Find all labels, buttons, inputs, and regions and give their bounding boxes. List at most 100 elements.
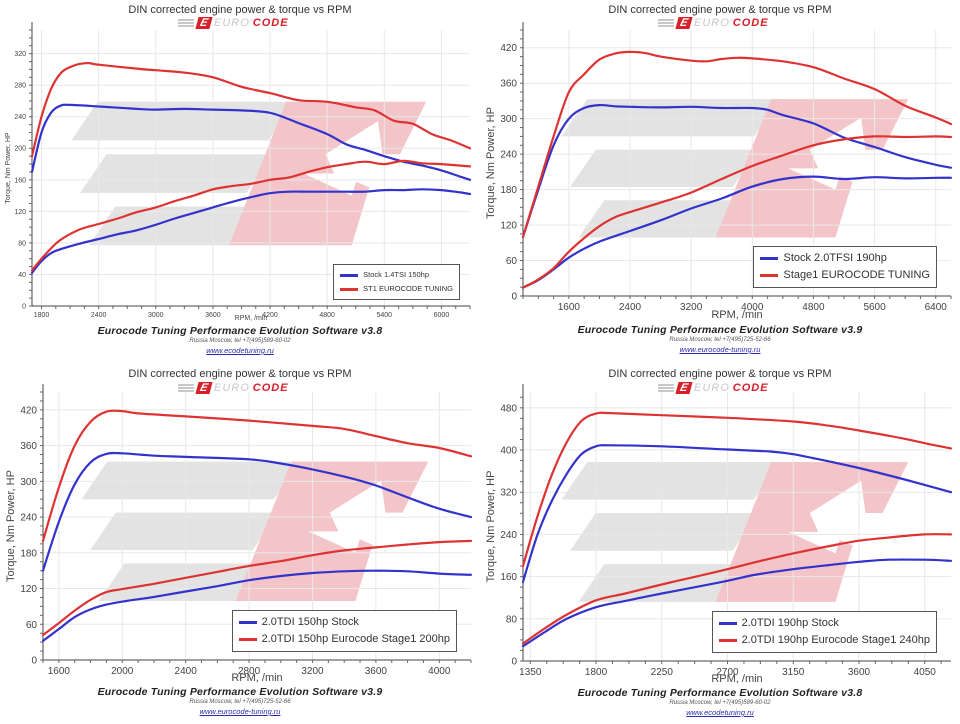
y-tick-label: 60 bbox=[26, 620, 38, 631]
y-tick-label: 240 bbox=[14, 114, 26, 121]
logo-code-text: CODE bbox=[252, 382, 289, 394]
footer-website-link[interactable]: www.eurocode-tuning.ru bbox=[679, 345, 761, 354]
watermark-bar bbox=[578, 564, 742, 602]
legend-label: 2.0TDI 150hp Eurocode Stage1 200hp bbox=[261, 633, 450, 645]
y-tick-label: 0 bbox=[31, 656, 37, 667]
watermark-bar bbox=[80, 154, 273, 193]
x-tick-label: 2400 bbox=[619, 302, 642, 313]
logo-code-text: CODE bbox=[732, 382, 769, 394]
legend-swatch bbox=[238, 638, 257, 641]
eurocode-logo: E EURO CODE bbox=[657, 382, 769, 394]
watermark-bar bbox=[81, 461, 300, 500]
legend-swatch bbox=[718, 622, 737, 625]
watermark-e bbox=[715, 99, 909, 238]
logo-euro-text: EURO bbox=[214, 17, 250, 29]
legend-item: Stock 1.4TSI 150hp bbox=[340, 268, 453, 282]
y-tick-label: 280 bbox=[14, 83, 26, 90]
x-tick-label: 3200 bbox=[301, 666, 324, 677]
x-tick-label: 1600 bbox=[48, 666, 71, 677]
footer-address: Russia Moscow, tel +7(495)589-60-02 bbox=[669, 700, 771, 706]
x-tick-label: 5400 bbox=[377, 312, 393, 319]
y-tick-label: 160 bbox=[14, 177, 26, 184]
legend-label: Stock 1.4TSI 150hp bbox=[363, 270, 429, 279]
y-tick-label: 0 bbox=[22, 303, 26, 310]
y-tick-label: 320 bbox=[500, 488, 517, 499]
x-tick-label: 3600 bbox=[848, 667, 871, 678]
chart-panel-2: DIN corrected engine power & torque vs R… bbox=[480, 0, 960, 362]
x-tick-label: 2800 bbox=[238, 666, 261, 677]
watermark-e bbox=[235, 461, 429, 602]
chart-svg: 1600 2400 3200 4000 4800 5600 6400 0 60 120 180 240… bbox=[485, 22, 953, 321]
watermark-bar bbox=[570, 513, 759, 551]
footer-website-link[interactable]: www.ecodetuning.ru bbox=[206, 346, 274, 355]
legend-item: 2.0TDI 150hp Eurocode Stage1 200hp bbox=[238, 631, 450, 648]
y-tick-label: 0 bbox=[511, 292, 517, 303]
x-tick-label: 3150 bbox=[782, 667, 805, 678]
x-tick-label: 2250 bbox=[651, 667, 674, 678]
x-tick-label: 6000 bbox=[434, 312, 450, 319]
footer-software-title: Eurocode Tuning Performance Evolution So… bbox=[577, 687, 863, 699]
y-tick-label: 400 bbox=[500, 446, 517, 457]
watermark-e bbox=[715, 461, 909, 602]
y-tick-label: 360 bbox=[500, 79, 517, 90]
x-tick-label: 4800 bbox=[802, 302, 825, 313]
watermark-logo bbox=[561, 461, 909, 602]
y-tick-label: 240 bbox=[500, 150, 517, 161]
y-tick-label: 40 bbox=[18, 272, 26, 279]
x-tick-label: 6400 bbox=[925, 302, 948, 313]
series-tuned-torque bbox=[521, 50, 953, 238]
x-axis-label: RPM, /min bbox=[235, 315, 268, 322]
y-tick-label: 80 bbox=[506, 614, 518, 625]
y-axis-label: Torque, Nm Power, HP bbox=[5, 470, 17, 582]
y-axis-label: Torque, Nm Power, HP bbox=[5, 132, 12, 204]
chart-svg: 1800 2400 3000 3600 4200 4800 5400 6000 0 40 80 120… bbox=[5, 22, 472, 322]
series-stock-torque bbox=[521, 444, 953, 583]
series-lines bbox=[521, 50, 953, 289]
footer-software-title: Eurocode Tuning Performance Evolution So… bbox=[97, 325, 383, 337]
x-tick-label: 1350 bbox=[519, 667, 542, 678]
y-tick-label: 120 bbox=[14, 209, 26, 216]
y-tick-label: 420 bbox=[20, 405, 37, 416]
x-tick-label: 2400 bbox=[175, 666, 198, 677]
footer-website-link[interactable]: www.ecodetuning.ru bbox=[686, 708, 754, 717]
y-tick-label: 240 bbox=[20, 513, 37, 524]
legend-swatch bbox=[760, 257, 779, 260]
watermark-bar bbox=[570, 149, 759, 187]
legend-item: Stock 2.0TFSI 190hp bbox=[760, 250, 930, 267]
chart-title: DIN corrected engine power & torque vs R… bbox=[128, 4, 352, 16]
series-stock-power bbox=[30, 188, 472, 274]
watermark-bar bbox=[88, 206, 256, 246]
x-tick-label: 3600 bbox=[205, 312, 221, 319]
y-tick-label: 120 bbox=[20, 584, 37, 595]
chart-legend: 2.0TDI 190hp Stock 2.0TDI 190hp Eurocode … bbox=[711, 611, 937, 653]
footer-address: Russia Moscow, tel +7(495)725-52-66 bbox=[669, 337, 771, 343]
legend-swatch bbox=[340, 287, 359, 291]
logo-euro-text: EURO bbox=[214, 382, 250, 394]
chart-title: DIN corrected engine power & torque vs R… bbox=[608, 368, 832, 380]
series-tuned-power bbox=[30, 159, 472, 272]
y-tick-label: 60 bbox=[506, 256, 518, 267]
logo-euro-text: EURO bbox=[694, 17, 730, 29]
legend-swatch bbox=[718, 639, 737, 642]
footer-address: Russia Moscow, tel +7(495)589-60-02 bbox=[189, 338, 291, 344]
chart-title: DIN corrected engine power & torque vs R… bbox=[128, 368, 352, 380]
watermark-bar bbox=[578, 200, 742, 238]
legend-swatch bbox=[760, 274, 779, 277]
x-tick-label: 4200 bbox=[262, 312, 278, 319]
legend-label: 2.0TDI 150hp Stock bbox=[261, 616, 359, 628]
x-tick-label: 3600 bbox=[365, 666, 388, 677]
legend-item: ST1 EUROCODE TUNING bbox=[340, 282, 453, 296]
watermark-bar bbox=[90, 512, 279, 551]
x-tick-label: 1600 bbox=[558, 302, 581, 313]
y-tick-label: 420 bbox=[500, 43, 517, 54]
series-stock-torque bbox=[41, 451, 473, 572]
x-tick-label: 3200 bbox=[680, 302, 703, 313]
y-tick-label: 180 bbox=[20, 548, 37, 559]
y-tick-label: 160 bbox=[500, 572, 517, 583]
y-tick-label: 300 bbox=[500, 114, 517, 125]
logo-code-text: CODE bbox=[732, 17, 769, 29]
x-tick-label: 4050 bbox=[914, 667, 937, 678]
footer-website-link[interactable]: www.eurocode-tuning.ru bbox=[199, 707, 281, 716]
legend-item: Stage1 EUROCODE TUNING bbox=[760, 267, 930, 284]
series-stock-torque bbox=[30, 103, 472, 181]
